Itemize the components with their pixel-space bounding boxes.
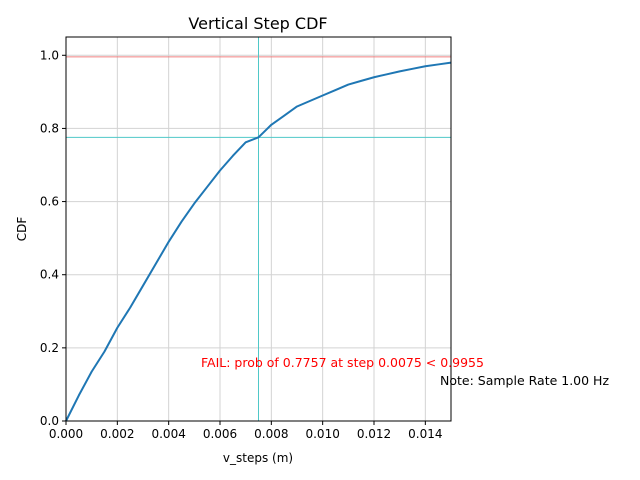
x-tick-label: 0.008 [254, 427, 288, 441]
x-tick-label: 0.014 [408, 427, 442, 441]
cdf-series-line [65, 61, 452, 422]
x-tick-label: 0.012 [357, 427, 391, 441]
x-tick-label: 0.006 [203, 427, 237, 441]
x-axis-ticks: 0.000 0.002 0.004 0.006 0.008 0.010 0.012 0.014 [49, 421, 443, 441]
y-tick-label: 1.0 [40, 48, 59, 62]
plot-frame [65, 36, 452, 422]
sample-rate-note: Note: Sample Rate 1.00 Hz [440, 373, 609, 388]
x-axis-label: v_steps (m) [223, 451, 293, 465]
y-axis-ticks: 0.0 0.2 0.4 0.6 0.8 1.0 [40, 48, 66, 428]
y-tick-label: 0.2 [40, 341, 59, 355]
x-tick-label: 0.004 [151, 427, 185, 441]
y-tick-label: 0.4 [40, 268, 59, 282]
y-axis-label: CDF [15, 217, 29, 242]
series-layer [65, 61, 452, 422]
y-tick-label: 0.6 [40, 195, 59, 209]
fail-annotation: FAIL: prob of 0.7757 at step 0.0075 < 0.… [201, 355, 484, 370]
x-tick-label: 0.010 [305, 427, 339, 441]
chart-title: Vertical Step CDF [188, 14, 327, 33]
x-tick-label: 0.002 [100, 427, 134, 441]
y-tick-label: 0.0 [40, 414, 59, 428]
x-tick-label: 0.000 [49, 427, 83, 441]
y-tick-label: 0.8 [40, 121, 59, 135]
